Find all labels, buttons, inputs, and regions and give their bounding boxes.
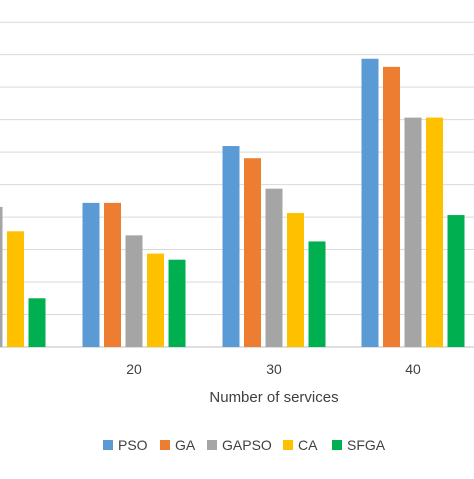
x-tick-label: 40 <box>405 361 421 377</box>
legend-label: SFGA <box>347 437 386 453</box>
legend-swatch <box>207 440 217 450</box>
legend-label: GAPSO <box>222 437 272 453</box>
bar-ca-10 <box>7 231 24 347</box>
bar-ca-40 <box>426 117 443 347</box>
bar-gapso-10 <box>0 206 3 347</box>
legend-item-ga: GA <box>160 437 196 453</box>
bar-sfga-40 <box>447 215 465 347</box>
x-axis-label: Number of services <box>209 389 338 406</box>
legend-swatch <box>332 440 342 450</box>
bar-ga-20 <box>104 202 121 347</box>
legend: PSO GA GAPSO CA SFGA <box>103 437 386 453</box>
legend-label: CA <box>298 437 318 453</box>
bars <box>0 58 465 348</box>
bar-pso-40 <box>361 58 379 348</box>
legend-item-pso: PSO <box>103 437 148 453</box>
bar-sfga-10 <box>28 298 46 347</box>
legend-swatch <box>103 440 113 450</box>
bar-gapso-20 <box>125 235 143 347</box>
bar-sfga-30 <box>308 241 326 347</box>
bar-ga-40 <box>383 66 400 348</box>
bar-gapso-30 <box>265 188 283 347</box>
x-tick-label: 30 <box>266 361 282 377</box>
x-tick-labels: 0203040 <box>126 361 421 377</box>
legend-item-gapso: GAPSO <box>207 437 272 453</box>
bar-gapso-40 <box>404 117 422 347</box>
legend-item-sfga: SFGA <box>332 437 386 453</box>
bar-ga-30 <box>244 158 261 347</box>
bar-pso-30 <box>222 146 240 347</box>
x-tick-label: 20 <box>126 361 142 377</box>
bar-ca-30 <box>287 213 304 347</box>
bar-pso-20 <box>82 202 100 347</box>
legend-label: PSO <box>118 437 148 453</box>
legend-swatch <box>160 440 170 450</box>
legend-label: GA <box>175 437 196 453</box>
legend-swatch <box>283 440 293 450</box>
bar-sfga-20 <box>168 259 186 347</box>
bar-ca-20 <box>147 253 164 347</box>
legend-item-ca: CA <box>283 437 318 453</box>
